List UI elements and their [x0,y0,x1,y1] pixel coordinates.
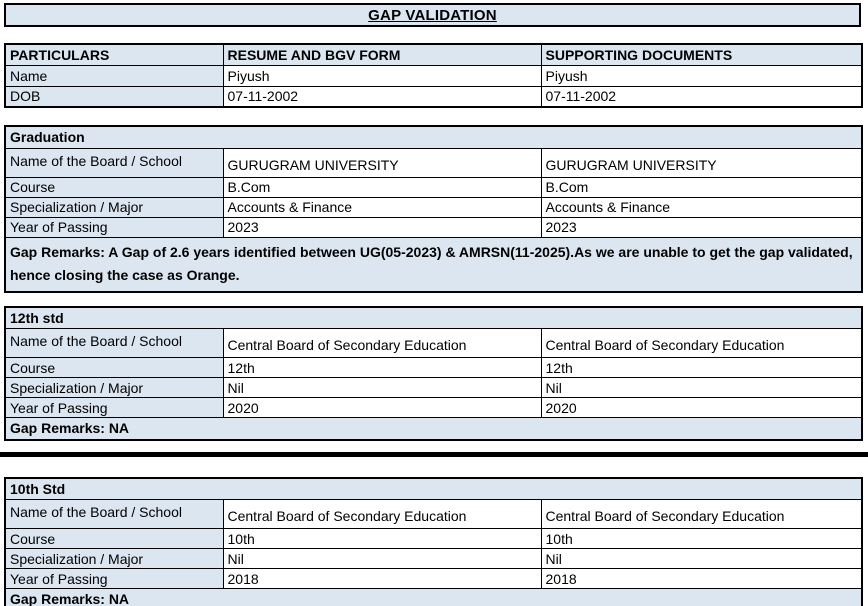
table-row: Name of the Board / School Central Board… [4,499,863,529]
section-heading: Graduation [4,125,863,149]
table-row: Name of the Board / School Central Board… [4,328,863,358]
year-supporting-value: 2020 [540,397,863,418]
table-row: Course B.Com B.Com [4,176,863,198]
tenth-std-table: 10th Std Name of the Board / School Cent… [4,476,864,606]
board-supporting-value: GURUGRAM UNIVERSITY [540,147,863,178]
table-row: Course 12th 12th [4,357,863,378]
table-row: Specialization / Major Accounts & Financ… [4,196,863,218]
row-label-course: Course [4,357,224,378]
table-row: DOB 07-11-2002 07-11-2002 [4,85,863,108]
gap-remarks: Gap Remarks: A Gap of 2.6 years identifi… [4,236,863,292]
graduation-table: Graduation Name of the Board / School GU… [4,125,864,293]
table-row: Year of Passing 2020 2020 [4,397,863,418]
course-resume-value: 10th [222,528,542,549]
board-supporting-value: Central Board of Secondary Education [540,328,863,358]
specialization-supporting-value: Accounts & Finance [540,196,863,218]
section-heading-row: 10th Std [4,477,863,500]
name-supporting-value: Piyush [540,64,863,87]
gap-remarks-row: Gap Remarks: NA [4,417,863,440]
specialization-resume-value: Nil [222,377,542,398]
section-heading-row: 12th std [4,306,863,329]
gap-remarks-row: Gap Remarks: A Gap of 2.6 years identifi… [4,236,863,292]
board-resume-value: Central Board of Secondary Education [222,499,542,529]
specialization-resume-value: Nil [222,548,542,569]
particulars-table: PARTICULARS RESUME AND BGV FORM SUPPORTI… [4,43,863,108]
gap-remarks: Gap Remarks: NA [4,417,863,440]
table-row: Name Piyush Piyush [4,64,863,87]
table-row: Name of the Board / School GURUGRAM UNIV… [4,147,863,178]
course-supporting-value: B.Com [540,176,863,198]
course-supporting-value: 10th [540,528,863,549]
row-label-specialization: Specialization / Major [4,377,224,398]
gap-remarks-row: Gap Remarks: NA [4,588,863,606]
twelfth-std-table: 12th std Name of the Board / School Cent… [4,305,864,441]
title-bar: GAP VALIDATION [4,3,861,27]
board-resume-value: GURUGRAM UNIVERSITY [222,147,542,178]
row-label-name: Name [4,64,224,87]
year-resume-value: 2018 [222,568,542,589]
year-supporting-value: 2018 [540,568,863,589]
section-heading-row: Graduation [4,125,863,149]
table-row: Course 10th 10th [4,528,863,549]
row-label-year-of-passing: Year of Passing [4,216,224,238]
row-label-specialization: Specialization / Major [4,548,224,569]
row-label-course: Course [4,176,224,198]
board-resume-value: Central Board of Secondary Education [222,328,542,358]
row-label-board-school: Name of the Board / School [4,499,224,529]
course-supporting-value: 12th [540,357,863,378]
year-resume-value: 2023 [222,216,542,238]
row-label-board-school: Name of the Board / School [4,147,224,178]
table-row: Year of Passing 2023 2023 [4,216,863,238]
row-label-board-school: Name of the Board / School [4,328,224,358]
row-label-year-of-passing: Year of Passing [4,568,224,589]
page-title: GAP VALIDATION [368,6,497,24]
year-resume-value: 2020 [222,397,542,418]
section-divider [0,451,868,457]
dob-supporting-value: 07-11-2002 [540,85,863,108]
gap-remarks: Gap Remarks: NA [4,588,863,606]
section-heading: 12th std [4,306,863,329]
dob-resume-value: 07-11-2002 [222,85,542,108]
section-heading: 10th Std [4,477,863,500]
course-resume-value: B.Com [222,176,542,198]
specialization-resume-value: Accounts & Finance [222,196,542,218]
name-resume-value: Piyush [222,64,542,87]
col-header-supporting-docs: SUPPORTING DOCUMENTS [540,43,863,66]
table-row: Specialization / Major Nil Nil [4,548,863,569]
row-label-dob: DOB [4,85,224,108]
row-label-specialization: Specialization / Major [4,196,224,218]
year-supporting-value: 2023 [540,216,863,238]
col-header-particulars: PARTICULARS [4,43,224,66]
table-header-row: PARTICULARS RESUME AND BGV FORM SUPPORTI… [4,43,863,66]
col-header-resume-bgv: RESUME AND BGV FORM [222,43,542,66]
table-row: Specialization / Major Nil Nil [4,377,863,398]
row-label-year-of-passing: Year of Passing [4,397,224,418]
row-label-course: Course [4,528,224,549]
specialization-supporting-value: Nil [540,377,863,398]
board-supporting-value: Central Board of Secondary Education [540,499,863,529]
table-row: Year of Passing 2018 2018 [4,568,863,589]
specialization-supporting-value: Nil [540,548,863,569]
course-resume-value: 12th [222,357,542,378]
